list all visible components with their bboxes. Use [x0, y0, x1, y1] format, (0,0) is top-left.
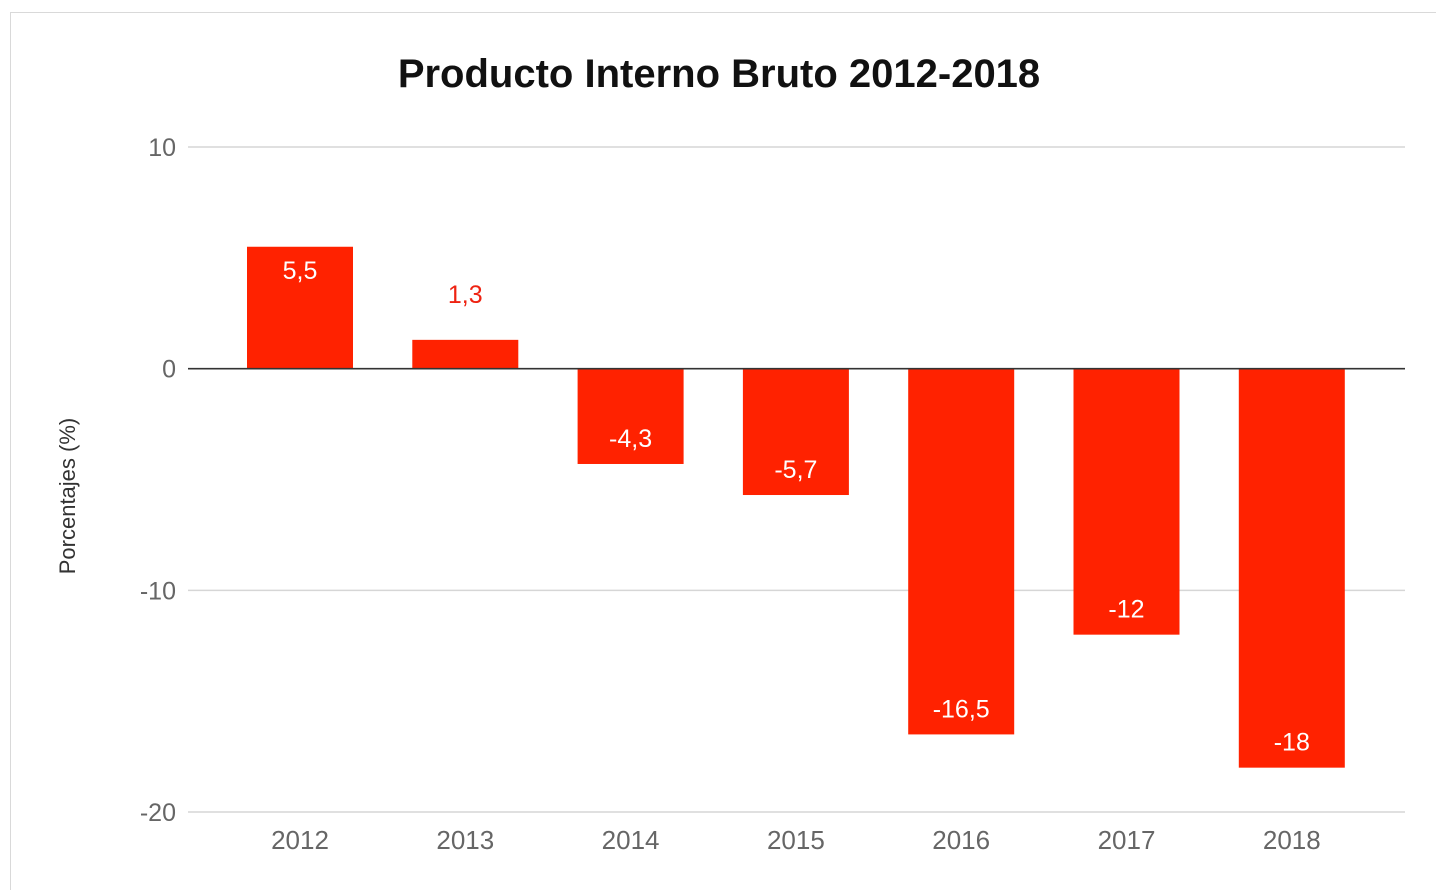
bar	[1238, 368, 1345, 768]
data-label: -4,3	[609, 425, 652, 453]
x-tick-label: 2018	[1263, 825, 1321, 855]
data-label: -5,7	[774, 456, 817, 484]
x-tick-label: 2016	[932, 825, 990, 855]
chart-frame	[10, 12, 1436, 890]
x-tick-label: 2012	[271, 825, 329, 855]
bars	[247, 246, 1345, 768]
gridlines	[188, 146, 1405, 813]
x-tick-label: 2013	[436, 825, 494, 855]
x-tick-label: 2015	[767, 825, 825, 855]
bar	[742, 368, 849, 496]
y-tick-label: -10	[140, 577, 176, 605]
bar	[908, 368, 1015, 735]
y-tick-label: 0	[162, 356, 176, 384]
x-tick-label: 2014	[602, 825, 660, 855]
data-label: -18	[1274, 729, 1310, 757]
bar	[577, 368, 684, 464]
y-tick-label: 10	[148, 134, 176, 162]
labels: 10 0 -10 -20 5,5 2012 1,3 2013 -4,3 2014 -5,7 2015 -…	[140, 134, 1321, 855]
bar	[1073, 368, 1180, 635]
data-label: 5,5	[283, 257, 318, 285]
x-tick-label: 2017	[1098, 825, 1156, 855]
y-tick-label: -20	[140, 799, 176, 827]
data-label: 1,3	[448, 281, 483, 309]
data-label: -16,5	[933, 695, 990, 723]
data-label: -12	[1108, 596, 1144, 624]
bar	[412, 339, 519, 369]
bar	[247, 246, 353, 369]
chart-title: Producto Interno Bruto 2012-2018	[397, 52, 1041, 96]
